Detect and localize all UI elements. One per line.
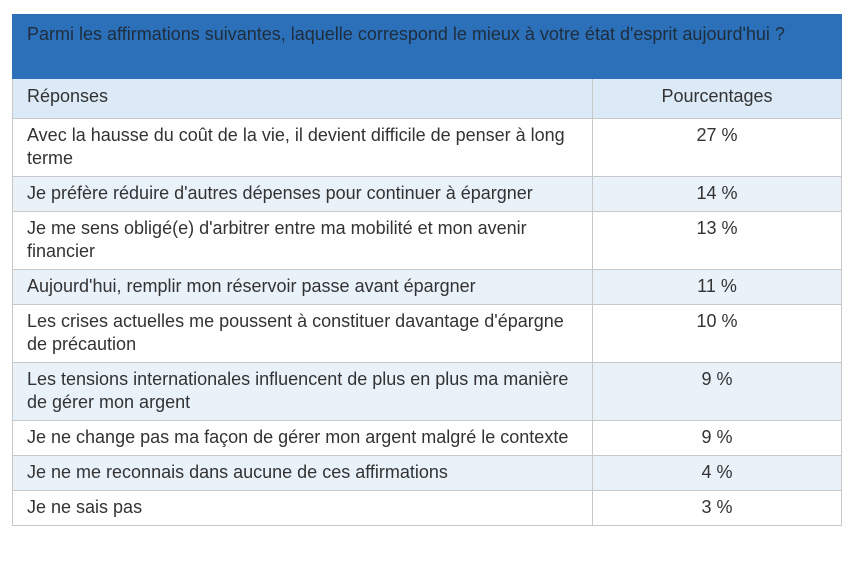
percent-cell: 27 % (592, 118, 842, 177)
table-row: Je ne sais pas 3 % (12, 490, 842, 526)
answer-cell: Aujourd'hui, remplir mon réservoir passe… (12, 269, 593, 305)
table-header-row: Réponses Pourcentages (12, 78, 842, 119)
answer-cell: Je préfère réduire d'autres dépenses pou… (12, 176, 593, 212)
percent-cell: 3 % (592, 490, 842, 526)
percent-cell: 10 % (592, 304, 842, 363)
answer-cell: Les tensions internationales influencent… (12, 362, 593, 421)
table-row: Je me sens obligé(e) d'arbitrer entre ma… (12, 211, 842, 270)
table-row: Aujourd'hui, remplir mon réservoir passe… (12, 269, 842, 305)
percent-cell: 13 % (592, 211, 842, 270)
answer-cell: Avec la hausse du coût de la vie, il dev… (12, 118, 593, 177)
survey-results-table: Parmi les affirmations suivantes, laquel… (12, 14, 842, 526)
answer-cell: Je me sens obligé(e) d'arbitrer entre ma… (12, 211, 593, 270)
table-row: Je ne me reconnais dans aucune de ces af… (12, 455, 842, 491)
table-row: Je préfère réduire d'autres dépenses pou… (12, 176, 842, 212)
percent-cell: 11 % (592, 269, 842, 305)
table-row: Les tensions internationales influencent… (12, 362, 842, 421)
percent-cell: 9 % (592, 362, 842, 421)
answer-cell: Les crises actuelles me poussent à const… (12, 304, 593, 363)
percent-cell: 14 % (592, 176, 842, 212)
table-row: Les crises actuelles me poussent à const… (12, 304, 842, 363)
percent-cell: 9 % (592, 420, 842, 456)
answer-cell: Je ne change pas ma façon de gérer mon a… (12, 420, 593, 456)
survey-table-container: Parmi les affirmations suivantes, laquel… (12, 14, 842, 526)
table-row: Avec la hausse du coût de la vie, il dev… (12, 118, 842, 177)
column-header-answers: Réponses (12, 78, 593, 119)
table-title: Parmi les affirmations suivantes, laquel… (12, 14, 842, 79)
column-header-percentages: Pourcentages (592, 78, 842, 119)
answer-cell: Je ne me reconnais dans aucune de ces af… (12, 455, 593, 491)
percent-cell: 4 % (592, 455, 842, 491)
answer-cell: Je ne sais pas (12, 490, 593, 526)
table-row: Je ne change pas ma façon de gérer mon a… (12, 420, 842, 456)
